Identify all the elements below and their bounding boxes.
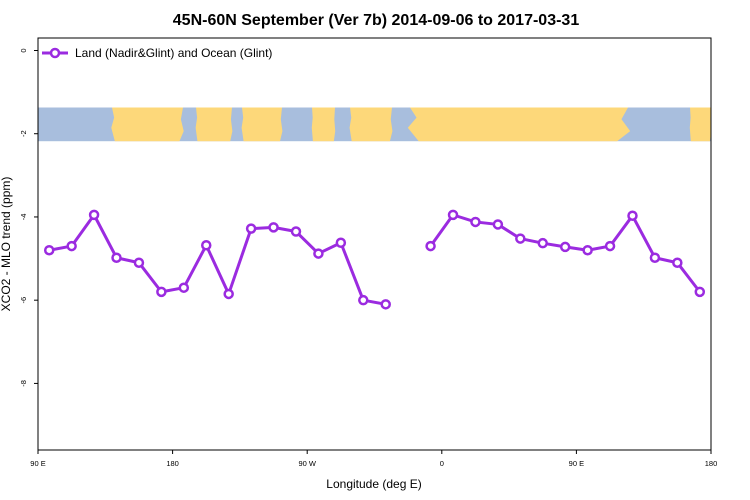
land-mass (689, 107, 711, 142)
y-tick-label: -4 (19, 214, 28, 221)
x-tick-label: 90 E (30, 459, 45, 468)
data-point (627, 210, 638, 221)
series-layer (43, 209, 706, 310)
land-mass (241, 107, 283, 142)
legend-label: Land (Nadir&Glint) and Ocean (Glint) (75, 46, 272, 60)
y-axis-label: XCO2 - MLO trend (ppm) (0, 177, 13, 312)
x-tick-label: 180 (705, 459, 718, 468)
data-point (66, 240, 77, 252)
data-point (43, 244, 55, 256)
data-point (313, 248, 324, 259)
x-tick-label: 180 (166, 459, 179, 468)
data-point (492, 219, 504, 230)
land-mass (195, 107, 233, 142)
data-point (358, 294, 369, 306)
data-point (470, 216, 481, 228)
x-axis: 90 E 180 90 W 0 90 E 180 (30, 450, 717, 468)
y-tick-label: -8 (19, 380, 28, 387)
y-tick-label: -6 (19, 297, 28, 304)
data-point (201, 239, 212, 251)
legend-point-marker (49, 47, 61, 59)
land-mass (311, 107, 336, 142)
x-tick-label: 90 E (569, 459, 584, 468)
data-point (290, 226, 302, 237)
data-point (537, 237, 548, 249)
y-tick-label: 0 (19, 48, 28, 52)
data-point (156, 286, 167, 298)
data-point (447, 209, 459, 221)
data-point (380, 299, 391, 310)
x-axis-label: Longitude (deg E) (326, 477, 421, 491)
data-point (245, 223, 257, 234)
data-point (223, 288, 234, 300)
legend: Land (Nadir&Glint) and Ocean (Glint) (42, 46, 272, 60)
data-point (88, 209, 100, 221)
data-point (559, 241, 571, 253)
data-point (133, 257, 145, 268)
y-axis: 0 -2 -4 -6 -8 (19, 48, 38, 387)
map-band-land (38, 107, 711, 142)
data-point (582, 244, 593, 256)
y-tick-label: -2 (19, 130, 28, 137)
land-mass (111, 107, 184, 142)
chart-title: 45N-60N September (Ver 7b) 2014-09-06 to… (173, 12, 580, 29)
series-line (429, 213, 701, 293)
data-point (178, 282, 190, 293)
data-point (694, 286, 706, 298)
land-mass (349, 107, 393, 142)
world-map-strip (38, 107, 711, 142)
plot-area-frame (37, 37, 712, 451)
data-point (425, 240, 436, 252)
data-point (111, 252, 122, 263)
land-mass (407, 107, 631, 142)
data-point (268, 222, 279, 233)
x-tick-label: 90 W (298, 459, 316, 468)
data-point (335, 237, 347, 249)
series-line (48, 213, 386, 306)
x-tick-label: 0 (440, 459, 444, 468)
data-point (515, 233, 526, 244)
data-point (649, 252, 661, 263)
data-point (604, 240, 616, 252)
data-point (672, 257, 683, 268)
